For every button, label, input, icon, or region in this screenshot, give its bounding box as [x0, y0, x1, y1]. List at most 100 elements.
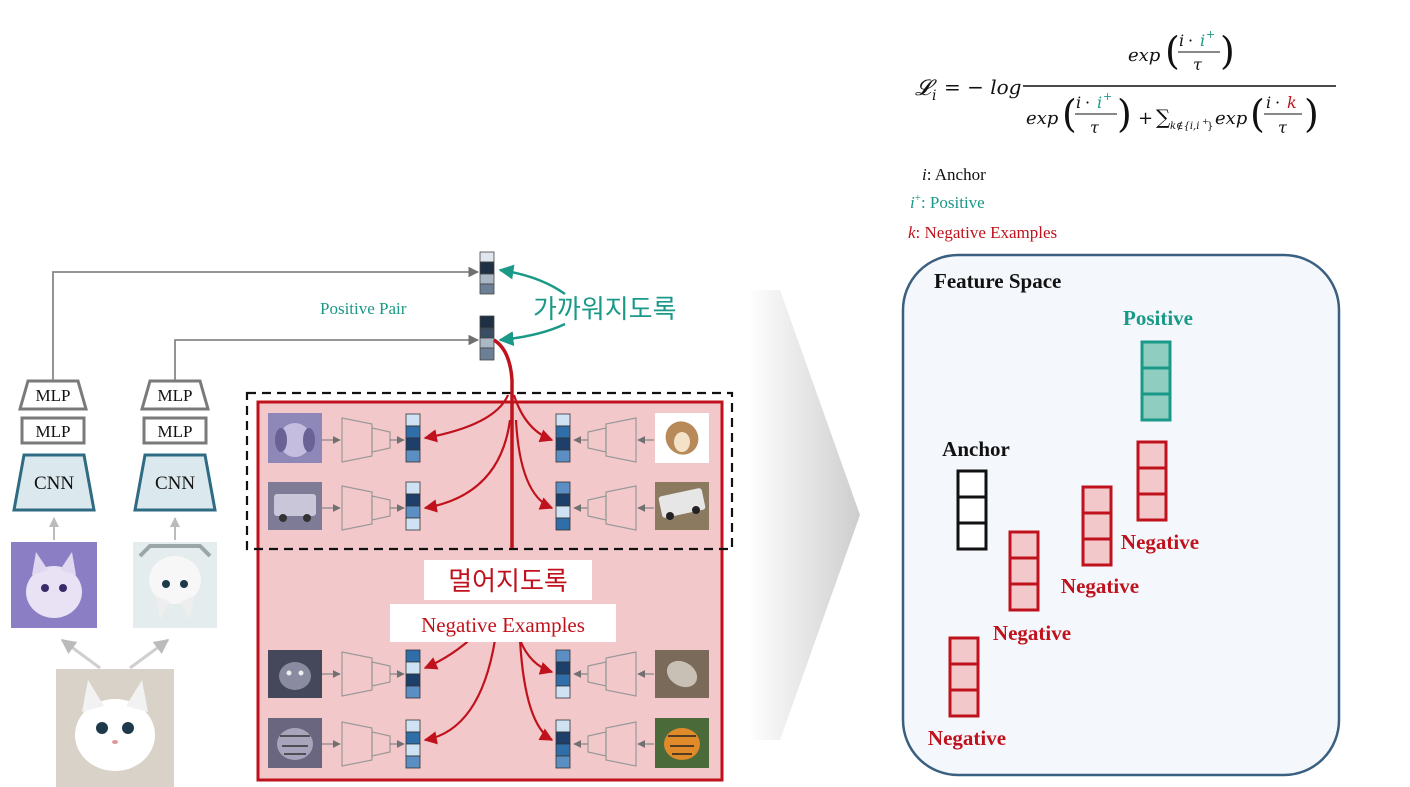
negative-feature-vector [1008, 530, 1040, 612]
positive-feature-vector [1140, 340, 1172, 422]
feature-space-box [901, 253, 1341, 777]
sym-sup-plus: + [1103, 90, 1112, 103]
positive-embedding-vector [479, 315, 495, 361]
push-apart-label-box [424, 560, 592, 600]
mlp-stack-right: MLP MLP [140, 379, 210, 445]
push-apart-arrows [423, 338, 554, 745]
dog-rotated [655, 413, 709, 463]
paren: ) [1304, 92, 1319, 136]
encoder-left [341, 485, 391, 531]
original-cat-image [56, 669, 174, 787]
dashed-group-box [245, 391, 734, 551]
cnn-label: CNN [34, 473, 74, 494]
sym-i: i [1266, 93, 1271, 112]
negative-label: Negative [993, 621, 1071, 645]
numerator-exp: exp [1128, 45, 1161, 66]
encoder-right [587, 485, 637, 531]
sym-i: i [1076, 93, 1081, 112]
mlp-label: MLP [36, 422, 71, 441]
push-apart-label: 멀어지도록 [448, 567, 568, 597]
sym-iplus: i [1097, 93, 1102, 112]
anchor-embedding-vector [479, 251, 495, 295]
encoder-right [587, 721, 637, 767]
sum-exp: exp [1215, 108, 1248, 129]
legend-positive: i+: Positive [910, 192, 985, 212]
sym-tau: τ [1193, 55, 1203, 74]
negative-label: Negative [1061, 574, 1139, 598]
augment-arrow-left [60, 638, 101, 670]
negative-embedding-vector [555, 719, 571, 769]
augmented-cat-purple [11, 542, 97, 628]
sym-dot: · [1085, 93, 1090, 112]
pull-arrow-bottom [498, 322, 566, 347]
negative-label: Negative [1121, 530, 1199, 554]
encoder-left [341, 721, 391, 767]
dog-purple [268, 413, 322, 463]
sym-sup-plus: + [1206, 28, 1215, 41]
encoder-right [587, 651, 637, 697]
cat-rotated [655, 650, 709, 698]
negative-embedding-vector [555, 413, 571, 463]
encoder-left [341, 417, 391, 463]
sym-plus: + [1138, 108, 1153, 129]
denominator-exp: exp [1026, 108, 1059, 129]
pull-arrow-top [498, 264, 566, 296]
negative-embedding-vector [555, 649, 571, 699]
paren: ( [1250, 92, 1265, 136]
negative-embedding-vector [405, 649, 421, 699]
negative-feature-vector [948, 636, 980, 718]
negative-embedding-vector [405, 413, 421, 463]
positive-label: Positive [1123, 306, 1193, 330]
paren: ( [1165, 29, 1180, 73]
augment-arrow-right [129, 638, 170, 670]
mlp-label: MLP [158, 386, 193, 405]
encoder-right [587, 417, 637, 463]
legend-negative: k: Negative Examples [908, 223, 1057, 242]
paren: ) [1117, 92, 1132, 136]
negative-feature-vector [1136, 440, 1168, 522]
sym-tau: τ [1278, 118, 1288, 137]
sum-sup-plus: + [1202, 117, 1209, 126]
negative-embedding-vector [405, 481, 421, 531]
negative-examples-label-box [390, 604, 616, 642]
anchor-route-line [52, 266, 480, 380]
negative-row-3 [268, 649, 709, 699]
negative-examples-label: Negative Examples [421, 613, 585, 637]
loss-subscript: i [932, 88, 936, 104]
sym-sum: ∑ [1156, 105, 1171, 129]
mlp-label: MLP [36, 386, 71, 405]
negative-embedding-vector [555, 481, 571, 531]
negative-feature-vector [1081, 485, 1113, 567]
cnn-block-left: CNN [12, 453, 96, 512]
cnn-label: CNN [155, 473, 195, 494]
positive-pair-label: Positive Pair [320, 299, 407, 318]
augmented-cat-flipped [133, 542, 217, 628]
tiger-purple [268, 718, 322, 768]
sum-subscript-end: } [1207, 121, 1213, 132]
feature-space-title: Feature Space [934, 269, 1061, 293]
cnn-block-right: CNN [133, 453, 217, 512]
sym-tau: τ [1090, 118, 1100, 137]
sym-iplus: i [1200, 31, 1205, 50]
tiger-color [655, 718, 709, 768]
paren: ( [1062, 92, 1077, 136]
anchor-feature-vector [956, 469, 988, 551]
sym-k: k [1287, 93, 1297, 112]
negative-embedding-vector [405, 719, 421, 769]
mlp-label: MLP [158, 422, 193, 441]
car-purple [268, 482, 322, 530]
sym-i: i [1179, 31, 1184, 50]
car-rotated [655, 482, 709, 530]
positive-route-line [174, 334, 480, 380]
paren: ) [1220, 29, 1235, 73]
negative-row-4 [268, 718, 709, 769]
mlp-stack-left: MLP MLP [18, 379, 88, 445]
encoder-left [341, 651, 391, 697]
loss-formula: 𝓛 i = − log exp ( i · i + τ ) exp ( i · … [915, 28, 1336, 137]
sym-dot: · [1275, 93, 1280, 112]
legend: i: Anchor i+: Positive k: Negative Examp… [908, 165, 1057, 242]
legend-anchor: i: Anchor [922, 165, 986, 184]
cat-dark [268, 650, 322, 698]
negative-label: Negative [928, 726, 1006, 750]
